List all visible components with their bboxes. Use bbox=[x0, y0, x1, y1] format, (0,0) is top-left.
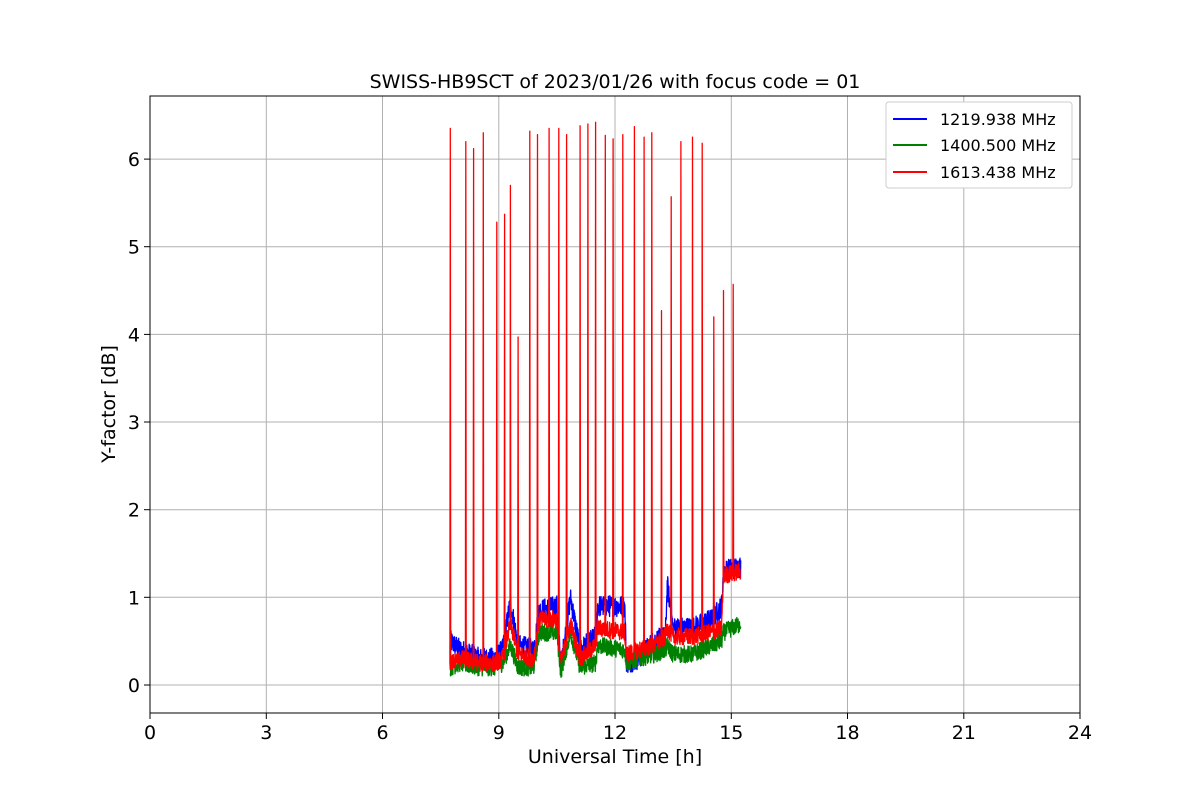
x-tick-label: 21 bbox=[952, 722, 976, 744]
x-tick-label: 0 bbox=[144, 722, 156, 744]
y-tick-label: 4 bbox=[128, 324, 140, 346]
legend-label-1219: 1219.938 MHz bbox=[940, 110, 1056, 129]
legend: 1219.938 MHz 1400.500 MHz 1613.438 MHz bbox=[885, 101, 1073, 189]
x-tick-label: 9 bbox=[493, 722, 505, 744]
y-tick-label: 1 bbox=[128, 587, 140, 609]
x-tick-label: 15 bbox=[719, 722, 743, 744]
y-tick-label: 0 bbox=[128, 675, 140, 697]
x-tick-label: 6 bbox=[376, 722, 388, 744]
y-tick-label: 2 bbox=[128, 500, 140, 522]
chart-title: SWISS-HB9SCT of 2023/01/26 with focus co… bbox=[370, 71, 861, 93]
y-tick-label: 3 bbox=[128, 412, 140, 434]
x-axis-label: Universal Time [h] bbox=[528, 746, 702, 768]
legend-box bbox=[885, 101, 1073, 189]
x-tick-label: 24 bbox=[1068, 722, 1092, 744]
x-tick-label: 3 bbox=[260, 722, 272, 744]
y-axis-label: Y-factor [dB] bbox=[98, 345, 120, 464]
y-tick-label: 5 bbox=[128, 237, 140, 259]
plot-series bbox=[449, 121, 742, 678]
y-tick-label: 6 bbox=[128, 149, 140, 171]
legend-label-1400: 1400.500 MHz bbox=[940, 136, 1056, 155]
x-tick-label: 18 bbox=[835, 722, 859, 744]
legend-label-1613: 1613.438 MHz bbox=[940, 163, 1056, 182]
x-tick-label: 12 bbox=[603, 722, 627, 744]
series-line-1613-438-mhz bbox=[449, 121, 742, 673]
